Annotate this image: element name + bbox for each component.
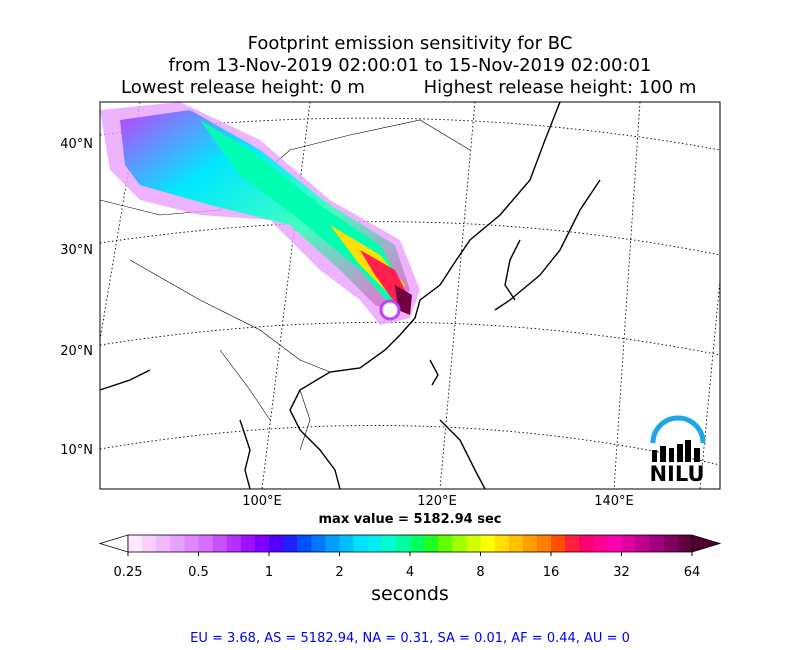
colorbar-swatch <box>522 535 538 552</box>
colorbar-swatch <box>424 535 439 552</box>
colorbar-tick-label: 16 <box>543 565 560 580</box>
lat-label: 30°N <box>60 243 93 258</box>
colorbar-tick-label: 0.5 <box>188 565 209 580</box>
max-value: max value = 5182.94 sec <box>319 512 502 527</box>
colorbar-swatch <box>607 535 622 552</box>
colorbar-extend <box>98 534 129 553</box>
colorbar-swatch <box>410 535 425 552</box>
colorbar-swatch <box>297 535 312 552</box>
colorbar-swatch <box>635 535 651 552</box>
colorbar-label: seconds <box>371 583 449 605</box>
colorbar-swatch <box>579 535 594 552</box>
colorbar-swatch <box>198 535 214 552</box>
colorbar-swatch <box>677 535 693 552</box>
lat-label: 40°N <box>60 137 93 152</box>
colorbar-swatch <box>254 535 270 552</box>
lon-label: 140°E <box>594 494 634 509</box>
colorbar-tick-label: 8 <box>476 565 484 580</box>
colorbar-swatch <box>311 535 326 552</box>
colorbar-swatch <box>325 535 340 552</box>
colorbar-swatch <box>283 535 298 552</box>
coastline <box>100 102 601 489</box>
colorbar-swatch <box>128 535 143 552</box>
colorbar-tick-label: 32 <box>613 565 630 580</box>
logo: NILU <box>649 415 706 486</box>
colorbar-swatch <box>240 535 256 552</box>
logo-text: NILU <box>649 462 704 486</box>
colorbar-tick-label: 1 <box>265 565 273 580</box>
colorbar-swatch <box>269 535 284 552</box>
colorbar-tick-label: 0.25 <box>114 565 143 580</box>
colorbar-swatch <box>381 535 397 552</box>
title-line: Lowest release height: 0 m <box>121 77 365 98</box>
colorbar-swatch <box>593 535 608 552</box>
colorbar-swatch <box>395 535 411 552</box>
colorbar-swatch <box>621 535 637 552</box>
colorbar-swatch <box>212 535 228 552</box>
colorbar-tick-label: 64 <box>684 565 701 580</box>
lat-label: 20°N <box>60 344 93 359</box>
colorbar-swatch <box>508 535 524 552</box>
title-line: Highest release height: 100 m <box>424 77 697 98</box>
colorbar: 0.25 0.5 1 2 4 8 16 32 64 <box>98 534 722 580</box>
colorbar-swatch <box>438 535 453 552</box>
colorbar-swatch <box>536 535 552 552</box>
colorbar-swatch <box>156 535 171 552</box>
colorbar-swatch <box>142 535 157 552</box>
colorbar-swatch <box>494 535 510 552</box>
colorbar-tick-label: 4 <box>406 565 414 580</box>
colorbar-extend <box>691 534 722 553</box>
colorbar-swatch <box>565 535 580 552</box>
title-line: Footprint emission sensitivity for BC <box>248 33 573 54</box>
lon-label: 100°E <box>242 494 282 509</box>
map-frame <box>99 101 721 490</box>
lat-label: 10°N <box>60 443 93 458</box>
footer: EU = 3.68, AS = 5182.94, NA = 0.31, SA =… <box>190 631 630 646</box>
border <box>100 119 471 451</box>
colorbar-swatch <box>184 535 199 552</box>
colorbar-swatch <box>466 535 481 552</box>
colorbar-swatch <box>367 535 383 552</box>
colorbar-swatch <box>339 535 355 552</box>
plume <box>100 102 420 325</box>
colorbar-swatch <box>480 535 496 552</box>
colorbar-swatch <box>551 535 566 552</box>
colorbar-swatch <box>353 535 369 552</box>
colorbar-swatch <box>663 535 679 552</box>
lon-label: 120°E <box>417 494 457 509</box>
title-line: from 13-Nov-2019 02:00:01 to 15-Nov-2019… <box>169 55 652 76</box>
colorbar-tick-label: 2 <box>335 565 343 580</box>
map: NILU <box>100 102 720 489</box>
colorbar-swatch <box>226 535 242 552</box>
colorbar-swatch <box>452 535 467 552</box>
colorbar-swatch <box>170 535 185 552</box>
colorbar-swatch <box>649 535 665 552</box>
